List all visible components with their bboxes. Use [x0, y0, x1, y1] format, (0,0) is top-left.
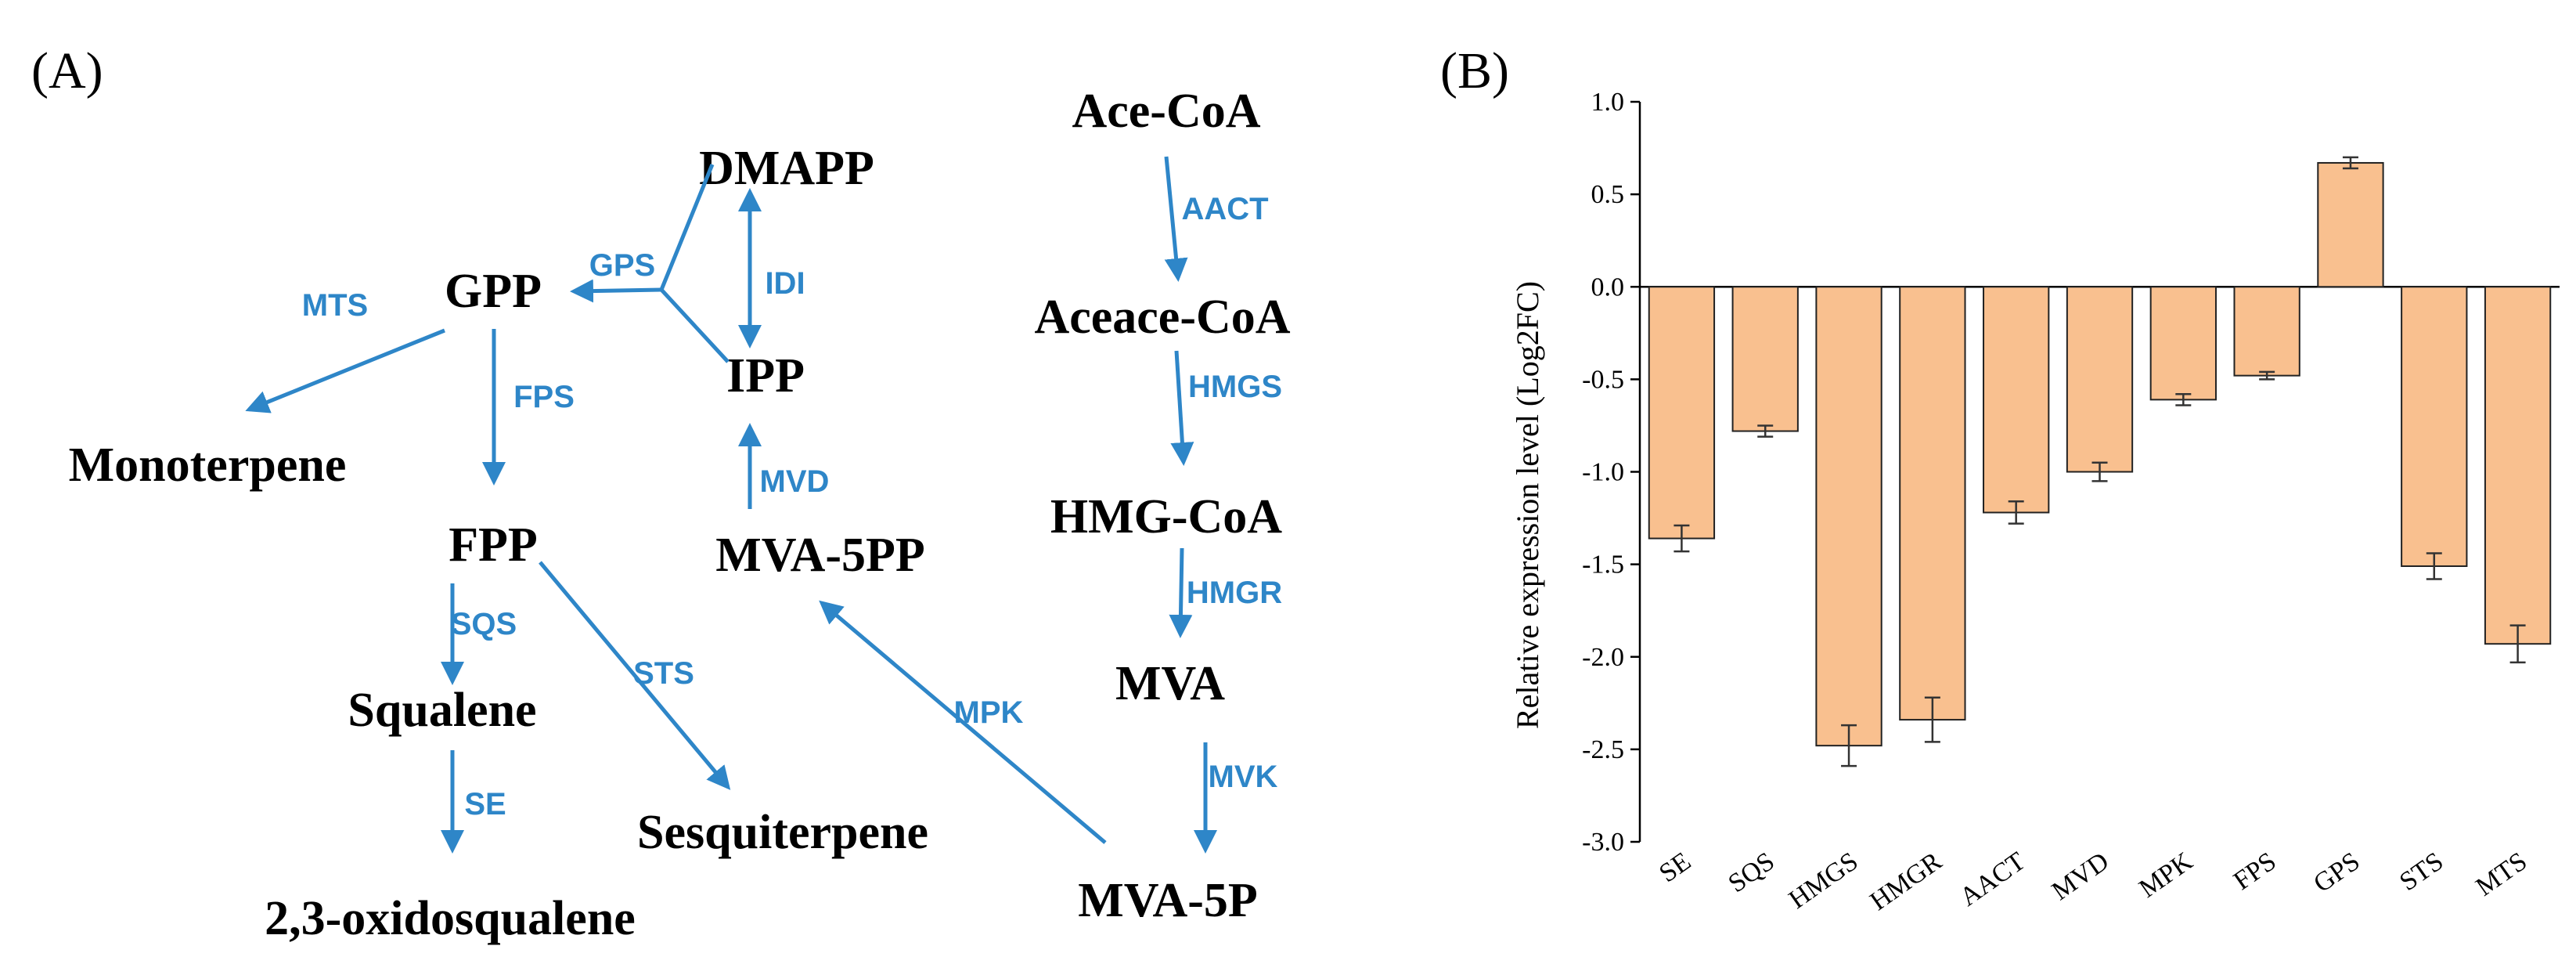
y-tick-label: -1.0 — [1582, 458, 1624, 487]
y-tick-label: -1.5 — [1582, 551, 1624, 579]
x-tick-label-sqs: SQS — [1723, 847, 1779, 898]
y-tick-label: 0.5 — [1591, 180, 1625, 209]
enzyme-mvd: MVD — [760, 464, 830, 499]
arrow-hmgr — [1169, 547, 1193, 638]
bar-aact — [1983, 286, 2050, 514]
metabolite-hmg-coa: HMG-CoA — [1050, 490, 1282, 543]
x-tick-label-mpk: MPK — [2134, 847, 2198, 904]
arrow-mts — [245, 328, 445, 413]
y-tick-label: 1.0 — [1591, 88, 1625, 117]
arrow-sts — [539, 561, 731, 790]
arrow-ipp-branch — [660, 288, 730, 363]
metabolite-dmapp: DMAPP — [699, 142, 874, 195]
bar-sqs — [1731, 286, 1799, 432]
enzyme-hmgs: HMGS — [1188, 370, 1282, 404]
x-tick-label-hmgr: HMGR — [1865, 847, 1947, 916]
metabolite-ipp: IPP — [726, 349, 805, 403]
bar-mts — [2484, 286, 2552, 645]
x-tick-label-sts: STS — [2394, 847, 2448, 897]
pathway-diagram: (A) DMAPP GPP IPP Monoterpene FPP MVA-5P… — [31, 42, 1291, 945]
bar-hmgs — [1815, 286, 1882, 747]
arrow-gps — [570, 279, 662, 303]
y-tick-label: -0.5 — [1582, 365, 1624, 394]
bar-se — [1648, 286, 1716, 540]
panel-b-label: (B) — [1440, 42, 1509, 99]
metabolite-ace-coa: Ace-CoA — [1072, 85, 1260, 138]
enzyme-sqs: SQS — [451, 607, 517, 641]
enzyme-gps: GPS — [589, 248, 655, 283]
bar-mpk — [2149, 286, 2217, 401]
enzyme-mpk: MPK — [954, 695, 1024, 730]
metabolite-aceace-coa: Aceace-CoA — [1034, 291, 1290, 344]
metabolite-mva-5p: MVA-5P — [1078, 874, 1258, 927]
metabolite-fpp: FPP — [449, 518, 538, 572]
bar-fps — [2233, 286, 2300, 377]
enzyme-sts: STS — [633, 656, 694, 691]
metabolite-squalene: Squalene — [348, 684, 536, 737]
enzyme-mvk: MVK — [1209, 760, 1278, 794]
x-tick-label-aact: AACT — [1955, 847, 2030, 912]
metabolite-mva-5pp: MVA-5PP — [715, 529, 924, 582]
metabolite-oxidosqualene: 2,3-oxidosqualene — [265, 892, 636, 945]
panel-a-label: (A) — [31, 42, 103, 99]
y-tick-label: -2.5 — [1582, 735, 1624, 764]
y-axis-title: Relative expression level (Log2FC) — [1510, 281, 1545, 729]
y-tick-label: 0.0 — [1591, 273, 1625, 301]
metabolite-monoterpene: Monoterpene — [69, 439, 347, 492]
plot-area: 1.00.50.0-0.5-1.0-1.5-2.0-2.5-3.0SE SQS HM… — [1582, 88, 2560, 916]
metabolite-sesquiterpene: Sesquiterpene — [637, 806, 928, 859]
enzyme-hmgr: HMGR — [1187, 576, 1282, 610]
x-tick-label-se: SE — [1654, 847, 1696, 888]
enzyme-se: SE — [464, 787, 506, 821]
arrow-hmgs — [1170, 350, 1194, 466]
bar-sts — [2401, 286, 2468, 567]
x-tick-label-hmgs: HMGS — [1784, 847, 1864, 915]
arrow-aact — [1164, 156, 1188, 282]
enzyme-aact: AACT — [1181, 192, 1268, 226]
x-tick-label-fps: FPS — [2228, 847, 2282, 896]
bar-chart: (B) Relative expression level (Log2FC) 1… — [1440, 42, 2560, 916]
enzyme-idi: IDI — [765, 266, 805, 301]
bar-gps — [2317, 161, 2384, 288]
bar-hmgr — [1899, 286, 1966, 721]
metabolite-gpp: GPP — [445, 265, 542, 318]
arrow-mpk — [819, 600, 1107, 844]
x-tick-label-mts: MTS — [2471, 847, 2532, 901]
arrow-dmapp-branch — [659, 164, 715, 291]
y-tick-label: -2.0 — [1582, 643, 1624, 672]
metabolite-mva: MVA — [1115, 657, 1225, 710]
x-tick-label-gps: GPS — [2308, 847, 2365, 898]
x-tick-label-mvd: MVD — [2047, 847, 2114, 906]
enzyme-mts: MTS — [302, 288, 368, 323]
enzyme-fps: FPS — [513, 380, 575, 414]
bar-mvd — [2066, 286, 2134, 473]
y-tick-label: -3.0 — [1582, 828, 1624, 857]
